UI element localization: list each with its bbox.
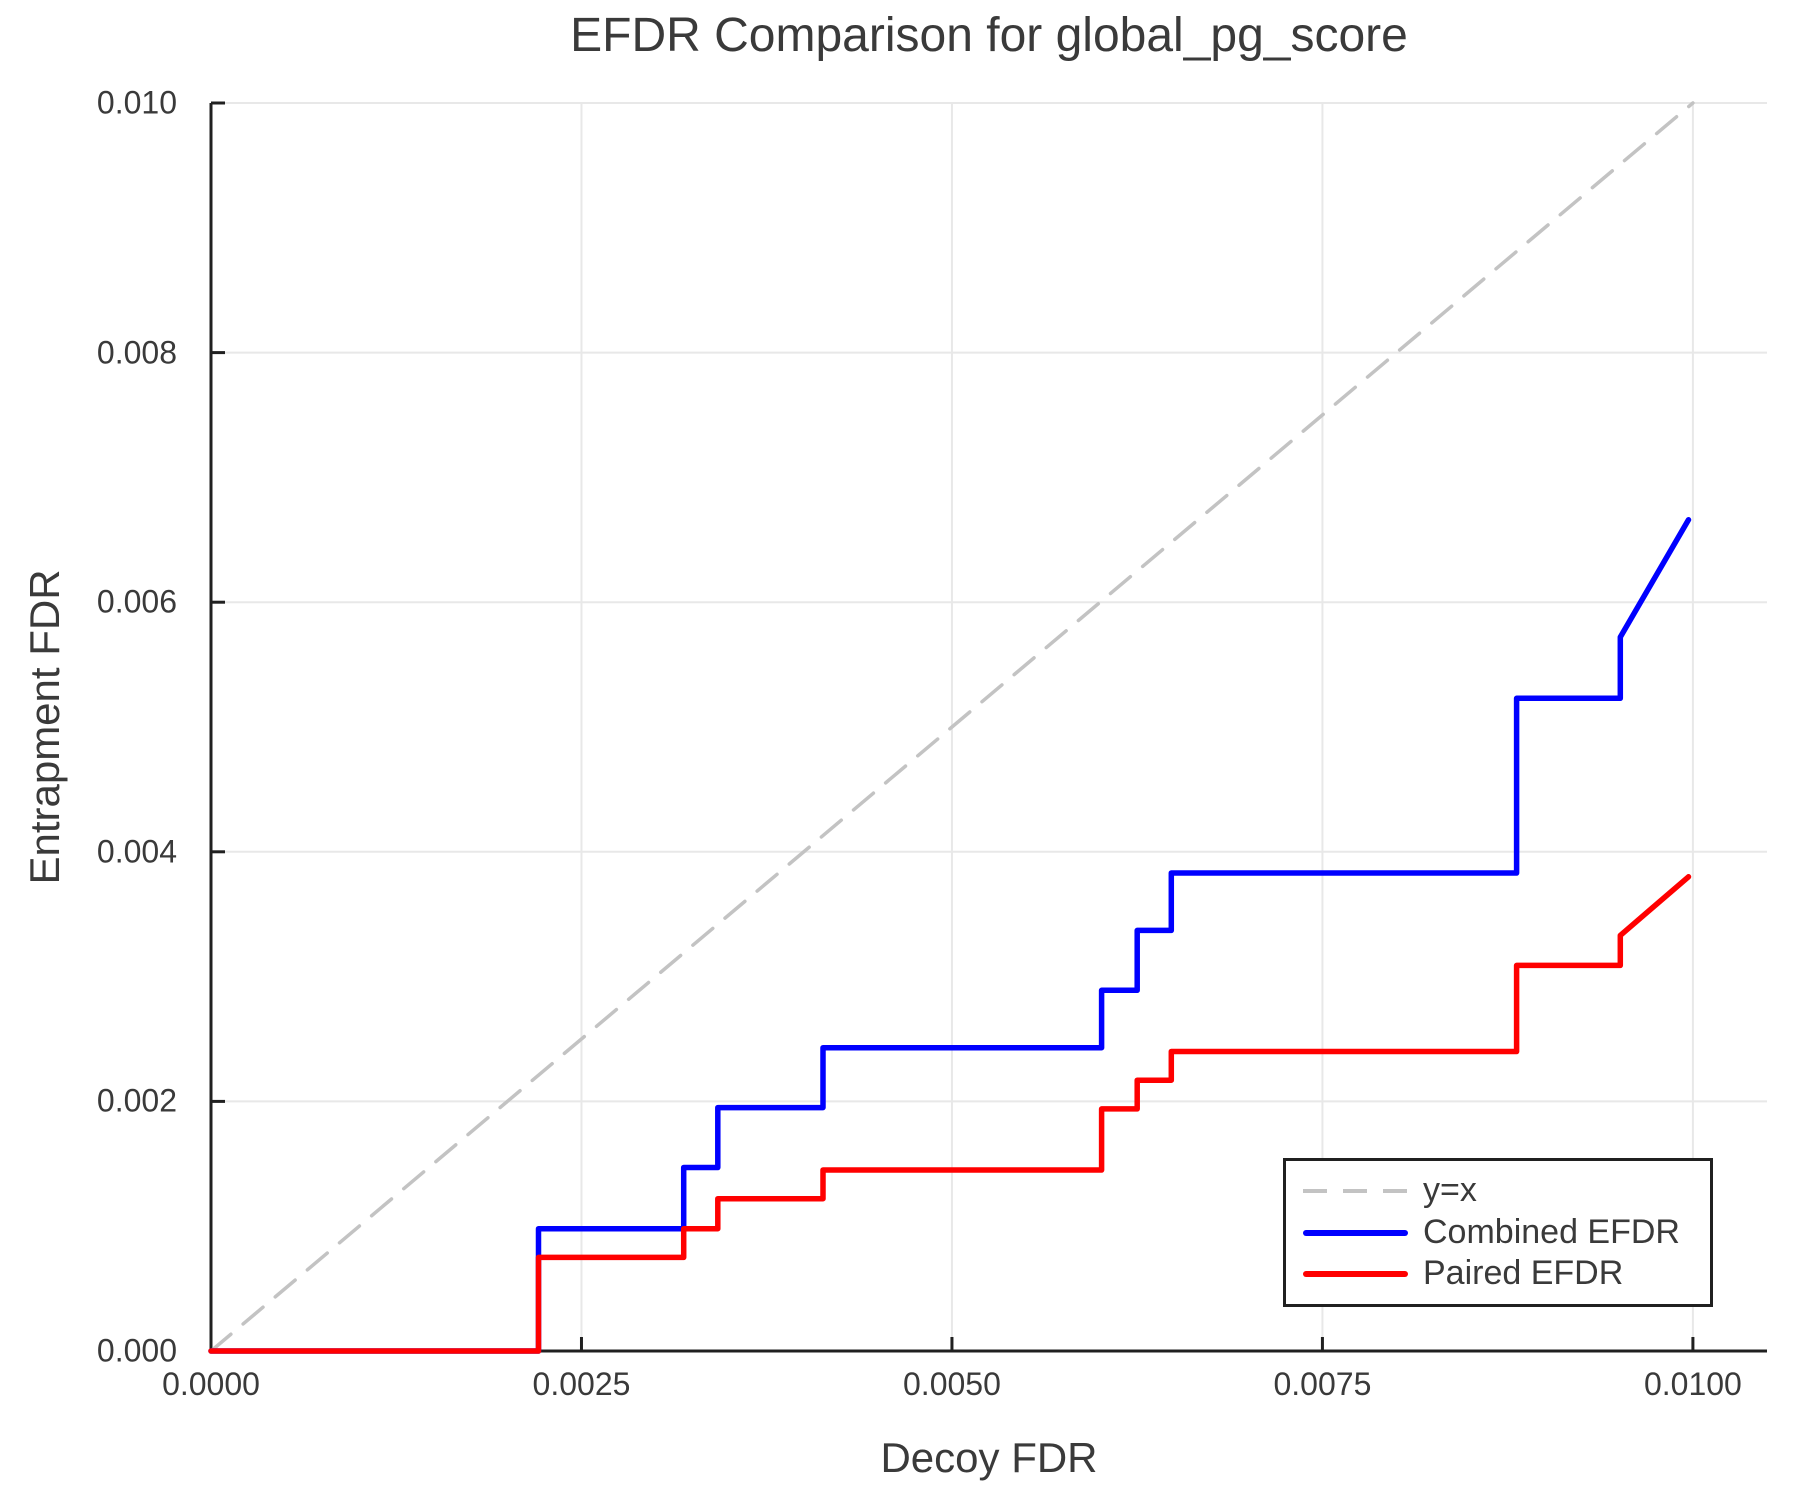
- y-tick-label: 0.008: [96, 334, 177, 371]
- y-tick-label: 0.004: [96, 833, 177, 870]
- x-tick-label: 0.0100: [1643, 1366, 1742, 1402]
- y-axis-label: Entrapment FDR: [21, 569, 68, 885]
- y-tick-label: 0.006: [96, 583, 177, 620]
- legend-line-sample: [1303, 1271, 1408, 1278]
- x-tick-label: 0.0050: [903, 1366, 1001, 1402]
- x-tick-label: 0.0075: [1273, 1366, 1372, 1402]
- dashed-line-sample: [1303, 1188, 1408, 1193]
- legend-item: Paired EFDR: [1303, 1256, 1710, 1292]
- combined-efdr-line: [208, 517, 1692, 1354]
- legend-item-label: y=x: [1423, 1170, 1477, 1209]
- y-tick-label: 0.010: [96, 84, 177, 121]
- identity-line: [209, 101, 1695, 1353]
- x-tick-label: 0.0000: [162, 1366, 260, 1402]
- x-axis-label: Decoy FDR: [880, 1434, 1098, 1481]
- legend-item-label: Paired EFDR: [1423, 1254, 1624, 1293]
- x-tick-label: 0.0025: [532, 1366, 631, 1402]
- legend-item: y=x: [1303, 1170, 1710, 1209]
- legend-item-label: Combined EFDR: [1423, 1212, 1680, 1251]
- legend-item: Combined EFDR: [1303, 1212, 1710, 1251]
- chart-title: EFDR Comparison for global_pg_score: [570, 9, 1408, 62]
- legend: y=x Combined EFDR Paired EFDR: [1283, 1158, 1713, 1307]
- paired-efdr-line: [208, 874, 1692, 1354]
- legend-line-sample: [1303, 1229, 1408, 1236]
- y-tick-label: 0.000: [96, 1332, 177, 1369]
- y-tick-label: 0.002: [96, 1082, 177, 1119]
